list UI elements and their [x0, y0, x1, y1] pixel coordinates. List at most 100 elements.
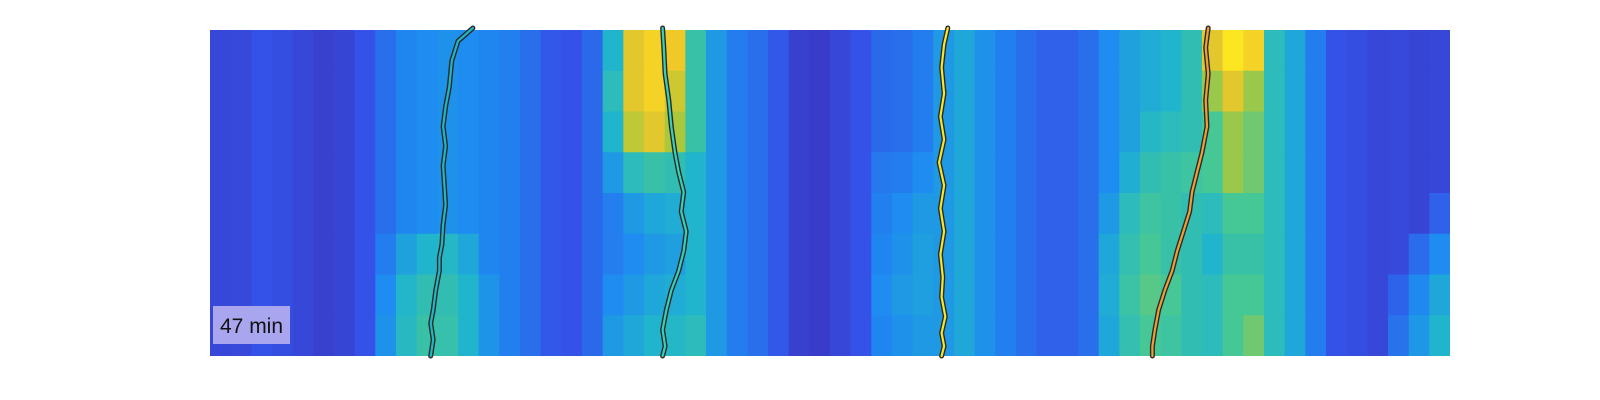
heatmap-cell [830, 233, 852, 276]
heatmap-cell [540, 193, 563, 235]
heatmap-cell [1346, 111, 1369, 154]
heatmap-cell [1140, 30, 1162, 72]
heatmap-cell [788, 193, 811, 235]
heatmap-cell [1326, 152, 1348, 194]
heatmap-cell [1140, 70, 1162, 113]
heatmap-cell [1140, 233, 1162, 276]
heatmap-cell [1078, 152, 1100, 194]
heatmap-cell [1305, 233, 1327, 276]
heatmap-cell [375, 193, 397, 235]
heatmap-cell [1140, 111, 1162, 154]
heatmap-cell [230, 111, 253, 154]
heatmap-cell [1098, 193, 1121, 235]
heatmap-cell [540, 274, 563, 317]
heatmap-cell [912, 111, 935, 154]
heatmap-cell [1078, 315, 1100, 356]
heatmap-cell [210, 193, 232, 235]
heatmap-cell [540, 111, 563, 154]
heatmap-cell [871, 70, 893, 113]
heatmap-cell [685, 274, 707, 317]
heatmap-cell [726, 315, 749, 356]
heatmap-cell [1202, 233, 1224, 276]
heatmap-cell [458, 233, 480, 276]
heatmap-cell [623, 111, 645, 154]
heatmap-cell [478, 315, 501, 356]
heatmap-cell [768, 70, 790, 113]
heatmap-cell [1429, 111, 1450, 154]
heatmap-cell [582, 233, 604, 276]
heatmap-cell [354, 193, 377, 235]
heatmap-cell [1408, 111, 1431, 154]
heatmap-cell [1367, 274, 1389, 317]
heatmap-cell [478, 193, 501, 235]
heatmap-cell [974, 30, 997, 72]
heatmap-cell [1264, 233, 1286, 276]
heatmap-cell [871, 315, 893, 356]
heatmap-cell [499, 274, 521, 317]
heatmap-cell [1078, 111, 1100, 154]
heatmap-cell [1016, 30, 1038, 72]
heatmap-cell [1284, 70, 1307, 113]
heatmap-cell [954, 152, 976, 194]
heatmap-cell [1408, 193, 1431, 235]
heatmap-cell [230, 70, 253, 113]
heatmap-cell [1036, 152, 1059, 194]
heatmap-cell [230, 152, 253, 194]
heatmap-cell [396, 274, 418, 317]
heatmap-cell [1429, 233, 1450, 276]
heatmap-cell [1036, 70, 1059, 113]
heatmap-cell [561, 70, 583, 113]
heatmap-cell [974, 70, 997, 113]
heatmap-cell [1429, 30, 1450, 72]
heatmap-cell [1429, 274, 1450, 317]
heatmap-cell [1326, 193, 1348, 235]
heatmap-cell [1140, 152, 1162, 194]
heatmap-cell [1202, 274, 1224, 317]
heatmap-cell [933, 233, 955, 276]
heatmap-cell [768, 111, 790, 154]
heatmap-cell [768, 152, 790, 194]
time-label-text: 47 min [220, 315, 283, 338]
heatmap-cell [251, 233, 273, 276]
heatmap-cell [582, 274, 604, 317]
heatmap-cell [602, 193, 625, 235]
heatmap-cell [272, 152, 294, 194]
heatmap-cell [830, 152, 852, 194]
heatmap-cell [788, 30, 811, 72]
heatmap-cell [706, 193, 728, 235]
heatmap-cell [354, 152, 377, 194]
heatmap-cell [210, 152, 232, 194]
heatmap-cell [334, 193, 356, 235]
heatmap-cell [1057, 274, 1079, 317]
heatmap-cell [1222, 152, 1245, 194]
heatmap-cell [354, 233, 377, 276]
heatmap-cell [623, 233, 645, 276]
heatmap-cell [685, 70, 707, 113]
heatmap-cell [354, 111, 377, 154]
heatmap-cell [850, 70, 873, 113]
heatmap-cell [210, 30, 232, 72]
heatmap-cell [1036, 233, 1059, 276]
heatmap-cell [809, 233, 831, 276]
heatmap-cell [1264, 193, 1286, 235]
heatmap-cell [1119, 70, 1141, 113]
heatmap-cell [1160, 70, 1183, 113]
heatmap-cell [788, 111, 811, 154]
heatmap-cell [892, 193, 914, 235]
heatmap-cell [230, 233, 253, 276]
heatmap-cell [747, 70, 769, 113]
heatmap-cell [602, 70, 625, 113]
heatmap-cell [664, 274, 687, 317]
heatmap-cell [1243, 274, 1265, 317]
heatmap-cell [830, 315, 852, 356]
heatmap-cell [499, 70, 521, 113]
heatmap-cell [1016, 274, 1038, 317]
heatmap-cell [582, 193, 604, 235]
heatmap-cell [1016, 70, 1038, 113]
heatmap-cell [1119, 233, 1141, 276]
heatmap-cell [272, 30, 294, 72]
heatmap-cell [313, 111, 335, 154]
heatmap-cell [912, 193, 935, 235]
heatmap-cell [850, 30, 873, 72]
heatmap-cell [1140, 274, 1162, 317]
